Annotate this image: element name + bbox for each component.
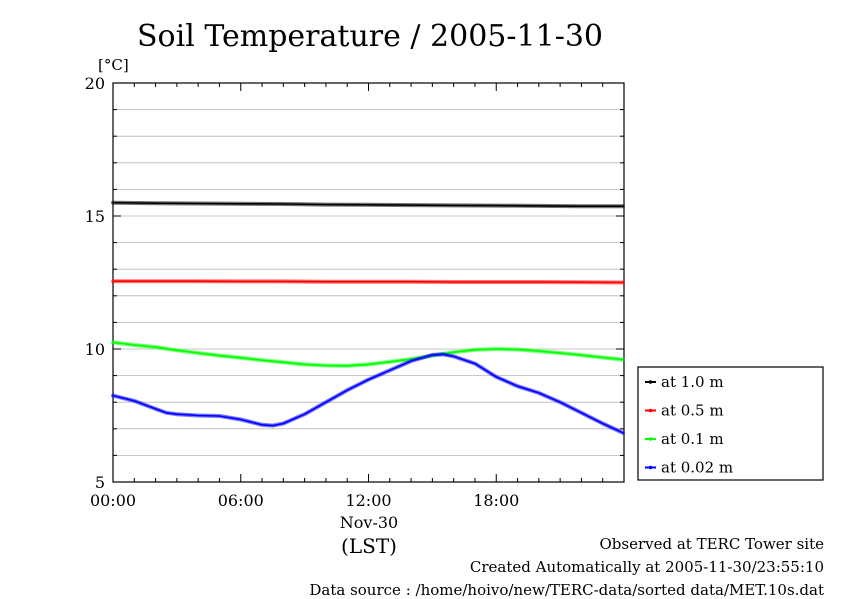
y-axis-unit: [°C] [98, 56, 129, 74]
legend-marker [648, 437, 653, 441]
legend: at 1.0 m at 0.5 m at 0.1 m at 0.02 m [637, 366, 824, 481]
y-tick-label: 10 [85, 340, 105, 359]
legend-marker [648, 408, 653, 413]
axis-ticks [112, 82, 625, 483]
legend-entry: at 0.1 m [661, 430, 724, 448]
series-line [112, 341, 624, 367]
legend-entry: at 0.5 m [661, 402, 724, 420]
x-tick-label: 18:00 [473, 491, 519, 510]
footer-created: Created Automatically at 2005-11-30/23:5… [469, 558, 824, 576]
x-tick-label: 12:00 [345, 491, 391, 510]
footer-source: Data source : /home/hoivo/new/TERC-data/… [309, 581, 824, 599]
x-tick-label: 06:00 [218, 491, 264, 510]
x-date-label: Nov-30 [340, 513, 398, 532]
series-line-halo [111, 340, 625, 368]
x-tick-label: 00:00 [90, 491, 136, 510]
x-tick-labels: 00:00 06:00 12:00 18:00 [90, 491, 519, 510]
series-line [112, 280, 624, 284]
legend-entry: at 1.0 m [661, 373, 724, 391]
series-line [112, 353, 624, 434]
y-tick-label: 15 [85, 207, 105, 226]
legend-marker [648, 465, 653, 470]
y-tick-label: 5 [95, 473, 105, 492]
chart-title: Soil Temperature / 2005-11-30 [137, 19, 603, 54]
legend-marker [648, 380, 653, 384]
series-lines [111, 200, 625, 435]
x-axis-label: (LST) [341, 534, 397, 558]
legend-entry: at 0.02 m [661, 459, 733, 477]
grid-lines [113, 109, 624, 456]
footer-site: Observed at TERC Tower site [599, 535, 824, 553]
y-tick-labels: 5 10 15 20 [85, 74, 105, 492]
y-tick-label: 20 [85, 74, 105, 93]
series-line [112, 201, 624, 207]
legend-box [637, 366, 824, 481]
